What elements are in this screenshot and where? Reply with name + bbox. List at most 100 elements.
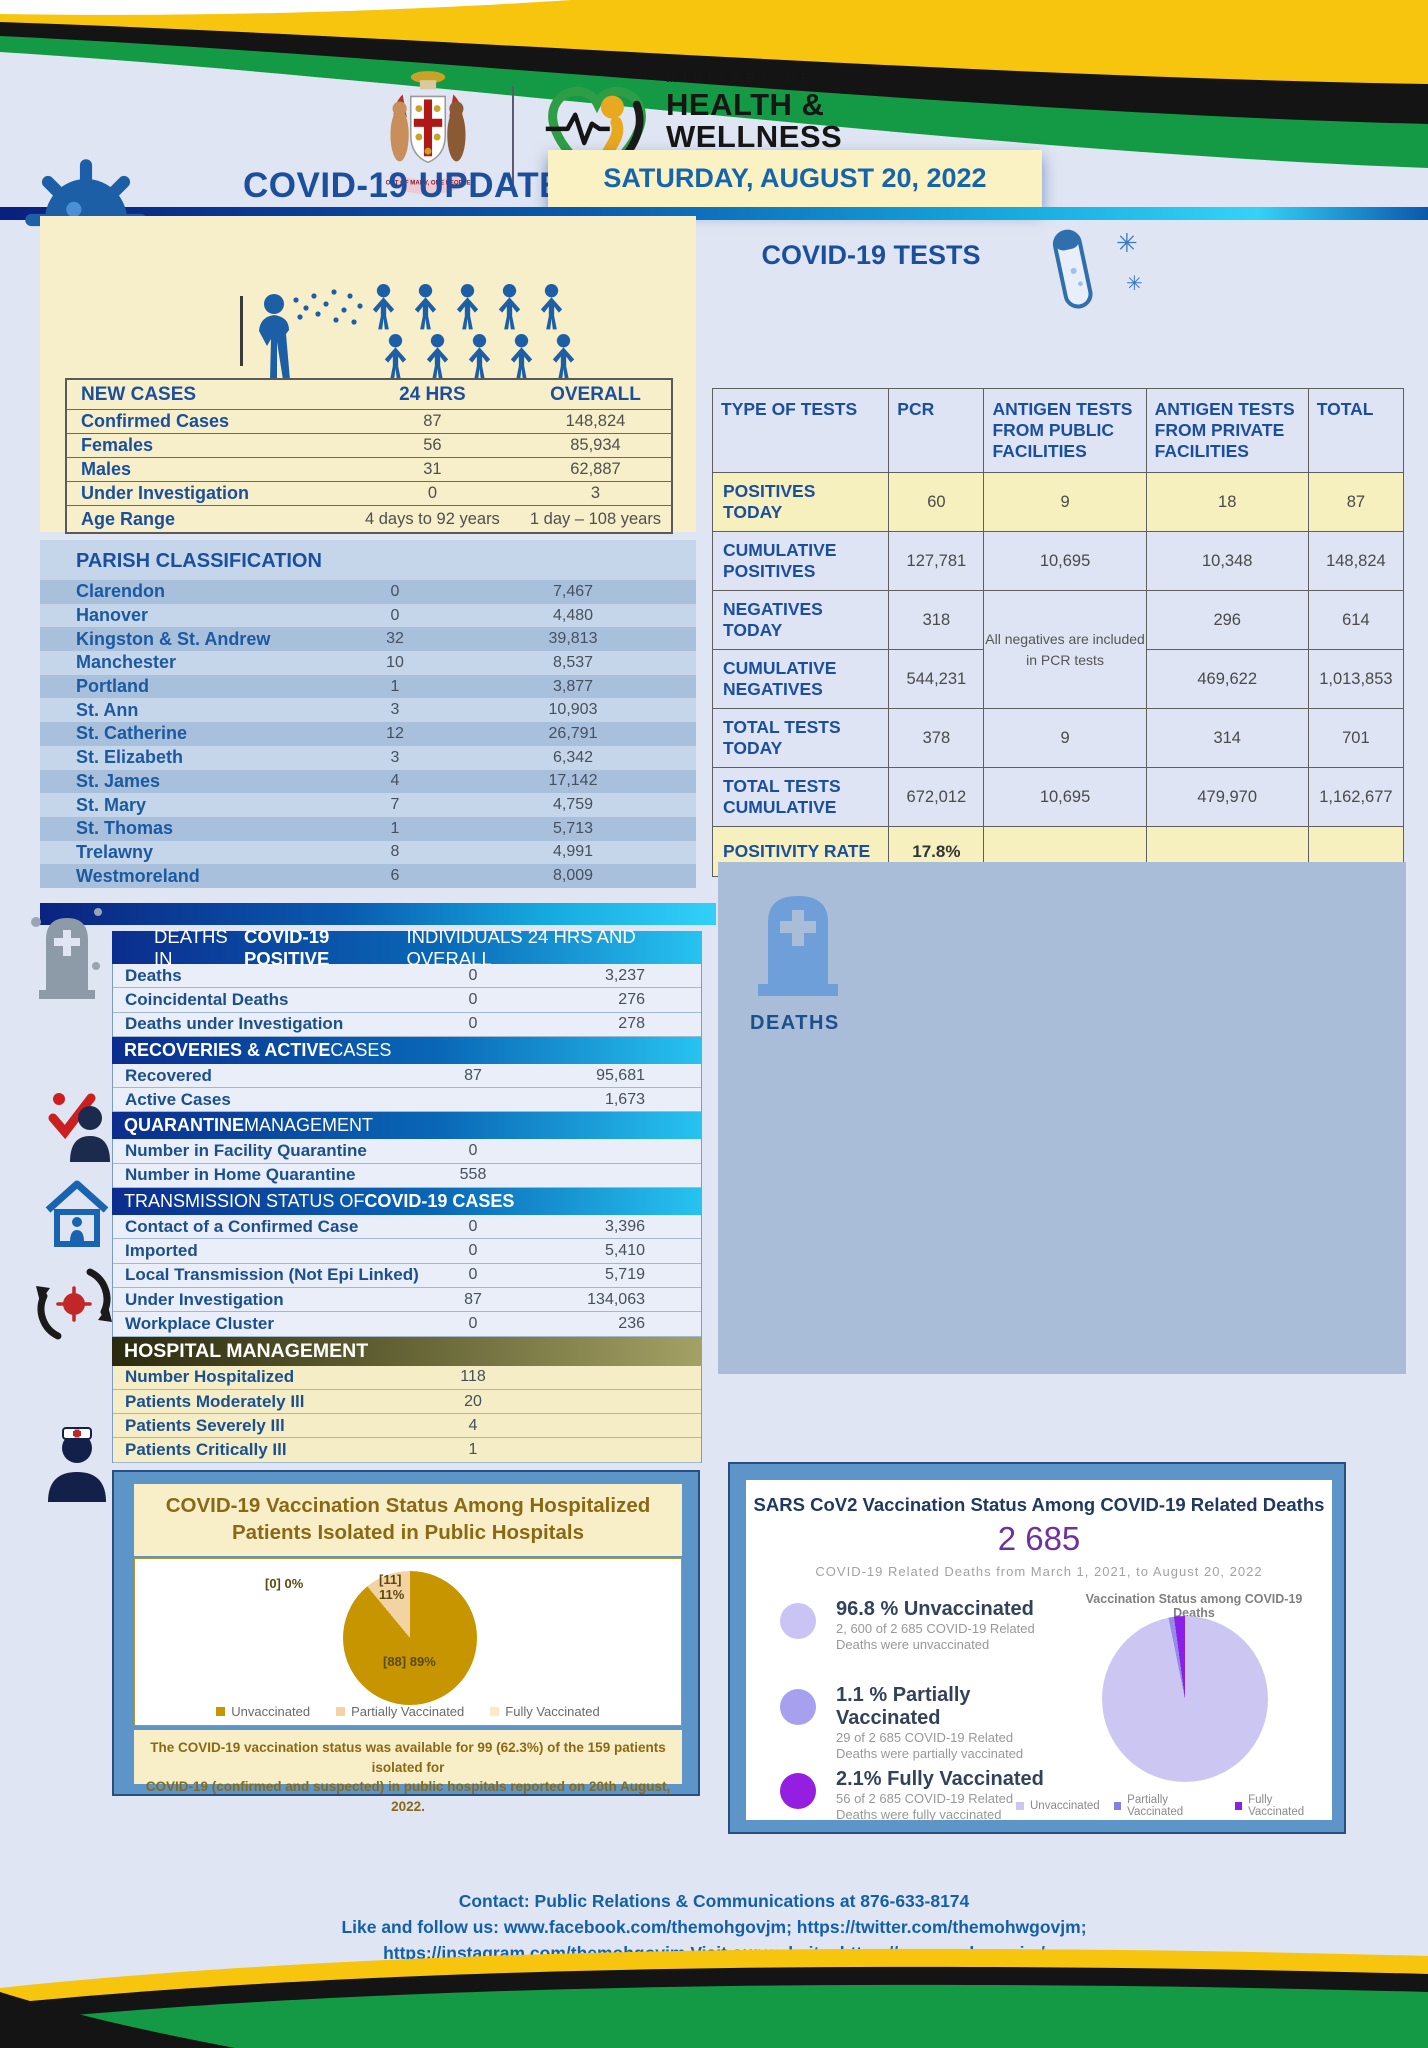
table-row: Imported 0 5,410 bbox=[113, 1239, 701, 1264]
col-antigen-private: ANTIGEN TESTS FROM PRIVATE FACILITIES bbox=[1145, 388, 1309, 473]
parish-name: St. James bbox=[76, 770, 161, 791]
table-row: St. Mary 7 4,759 bbox=[40, 793, 696, 817]
chart-title: COVID-19 Vaccination Status Among Hospit… bbox=[134, 1484, 682, 1556]
hospitalized-vaccination-panel: COVID-19 Vaccination Status Among Hospit… bbox=[112, 1470, 700, 1814]
value-total: 1,162,677 bbox=[1307, 767, 1405, 827]
value-private: 18 bbox=[1145, 472, 1309, 532]
row-overall: 85,934 bbox=[570, 436, 621, 454]
parish-24hrs: 3 bbox=[390, 701, 400, 719]
stat-partially-vaccinated: 1.1 % Partially Vaccinated 29 of 2 685 C… bbox=[780, 1684, 1070, 1763]
parish-overall: 4,480 bbox=[552, 606, 594, 624]
header-divider bbox=[512, 86, 514, 188]
table-row: Under Investigation 87 134,063 bbox=[113, 1287, 701, 1313]
pie-label-unvaccinated: [88] 89% bbox=[383, 1654, 436, 1669]
section-divider-bar bbox=[40, 903, 716, 925]
table-row: Females 56 85,934 bbox=[67, 433, 671, 457]
parish-title: PARISH CLASSIFICATION bbox=[76, 550, 322, 572]
deaths-panel-label: DEATHS bbox=[750, 1012, 840, 1034]
home-quarantine-icon bbox=[45, 1180, 109, 1247]
parish-overall: 17,142 bbox=[548, 772, 598, 790]
report-date: SATURDAY, AUGUST 20, 2022 bbox=[603, 163, 987, 193]
date-banner: SATURDAY, AUGUST 20, 2022 bbox=[548, 150, 1042, 207]
deaths-vaccination-panel: SARS CoV2 Vaccination Status Among COVID… bbox=[728, 1462, 1346, 1834]
table-row: Manchester 10 8,537 bbox=[40, 651, 696, 675]
col-24hrs: 24 HRS bbox=[399, 383, 466, 405]
parish-name: Manchester bbox=[76, 652, 177, 673]
table-row: Trelawny 8 4,991 bbox=[40, 841, 696, 865]
social-line: Like and follow us: www.facebook.com/the… bbox=[341, 1917, 1087, 1937]
parish-name: Hanover bbox=[76, 605, 149, 626]
transmission-section-header: TRANSMISSION STATUS OF COVID-19 CASES bbox=[112, 1188, 702, 1216]
parish-24hrs: 1 bbox=[390, 677, 400, 695]
coat-of-arms-motto: OUT OF MANY, ONE PEOPLE bbox=[386, 180, 471, 187]
test-tube-icon: ✳ ✳ bbox=[1052, 228, 1143, 309]
quarantine-section-header: QUARANTINE MANAGEMENT bbox=[112, 1112, 702, 1140]
table-row: Coincidental Deaths 0 276 bbox=[113, 988, 701, 1013]
header-text: INDIVIDUALS 24 HRS AND OVERALL bbox=[406, 925, 636, 969]
deaths-pie-chart bbox=[1102, 1616, 1268, 1782]
value-private: 314 bbox=[1145, 708, 1309, 768]
row-overall: 1 day – 108 years bbox=[529, 509, 662, 528]
legend-item: Partially Vaccinated bbox=[1113, 1794, 1221, 1818]
hospital-section-header: HOSPITAL MANAGEMENT bbox=[112, 1336, 702, 1366]
row-overall: 3 bbox=[590, 484, 601, 502]
col-antigen-public: ANTIGEN TESTS FROM PUBLIC FACILITIES bbox=[983, 388, 1147, 473]
parish-overall: 7,467 bbox=[552, 582, 594, 600]
table-row: POSITIVES TODAY 60 9 18 87 bbox=[711, 472, 1405, 532]
value-total: 148,824 bbox=[1307, 531, 1405, 591]
nurse-icon bbox=[48, 1427, 106, 1502]
parish-name: Portland bbox=[76, 676, 150, 697]
table-row: Patients Moderately Ill 20 bbox=[113, 1389, 701, 1415]
row-label: Females bbox=[81, 435, 154, 455]
value-public: 9 bbox=[983, 472, 1147, 532]
value-total: 614 bbox=[1307, 590, 1405, 650]
value-public: 10,695 bbox=[983, 531, 1147, 591]
value-pcr: 318 bbox=[888, 590, 985, 650]
transmission-cycle-icon bbox=[36, 1268, 112, 1340]
pie-label-fully: [0] 0% bbox=[265, 1576, 304, 1591]
table-row: Patients Critically Ill 1 bbox=[113, 1438, 701, 1463]
pie-label-partially: [11] 11% bbox=[379, 1572, 405, 1602]
value-pcr: 127,781 bbox=[888, 531, 985, 591]
parish-24hrs: 1 bbox=[390, 819, 400, 837]
table-row: Number in Home Quarantine 558 bbox=[113, 1163, 701, 1189]
row-24hrs: 87 bbox=[423, 412, 442, 430]
parish-24hrs: 4 bbox=[390, 772, 400, 790]
parish-name: St. Mary bbox=[76, 794, 147, 815]
table-row: CUMULATIVE POSITIVES 127,781 10,695 10,3… bbox=[711, 531, 1405, 591]
row-24hrs: 0 bbox=[427, 484, 437, 502]
footnote-line1: The COVID-19 vaccination status was avai… bbox=[150, 1740, 666, 1775]
bullet-dot bbox=[780, 1689, 816, 1725]
parish-24hrs: 3 bbox=[390, 748, 400, 766]
card-subtitle: COVID-19 Related Deaths from March 1, 20… bbox=[815, 1564, 1263, 1579]
recoveries-section-header: RECOVERIES & ACTIVE CASES bbox=[112, 1036, 702, 1064]
table-row: St. Elizabeth 3 6,342 bbox=[40, 746, 696, 770]
col-overall: OVERALL bbox=[550, 383, 641, 405]
table-row: Recovered 87 95,681 bbox=[113, 1063, 701, 1089]
hospitalized-pie-chart bbox=[343, 1571, 477, 1705]
table-row: Portland 1 3,877 bbox=[40, 674, 696, 699]
legend-swatch bbox=[216, 1707, 226, 1716]
table-row: Deaths 0 3,237 bbox=[113, 964, 701, 989]
parish-24hrs: 8 bbox=[390, 843, 400, 861]
parish-overall: 10,903 bbox=[548, 701, 598, 719]
legend-item: Unvaccinated bbox=[1016, 1794, 1100, 1818]
value-total: 701 bbox=[1307, 708, 1405, 768]
row-label: NEGATIVES TODAY bbox=[711, 590, 890, 650]
table-row: Kingston & St. Andrew 32 39,813 bbox=[40, 627, 696, 652]
table-row: TOTAL TESTS TODAY 378 9 314 701 bbox=[711, 708, 1405, 768]
parish-classification-panel: PARISH CLASSIFICATION Clarendon 0 7,467 Ha… bbox=[40, 540, 696, 888]
value-total: 87 bbox=[1307, 472, 1405, 532]
row-label: CUMULATIVE POSITIVES bbox=[711, 531, 890, 591]
new-cases-header-row: NEW CASES 24 HRS OVERALL bbox=[67, 380, 671, 409]
row-label: CUMULATIVE NEGATIVES bbox=[711, 649, 890, 709]
parish-24hrs: 6 bbox=[390, 867, 400, 885]
value-private: 10,348 bbox=[1145, 531, 1309, 591]
table-row: Deaths under Investigation 0 278 bbox=[113, 1012, 701, 1037]
row-overall: 148,824 bbox=[565, 412, 626, 430]
parish-24hrs: 0 bbox=[390, 606, 400, 624]
virus-particle-glyph: ✳ bbox=[1126, 273, 1143, 295]
ministry-line2: HEALTH & bbox=[666, 87, 825, 122]
tests-header-row: TYPE OF TESTS PCR ANTIGEN TESTS FROM PUB… bbox=[711, 388, 1405, 473]
value-total: 1,013,853 bbox=[1307, 649, 1405, 709]
